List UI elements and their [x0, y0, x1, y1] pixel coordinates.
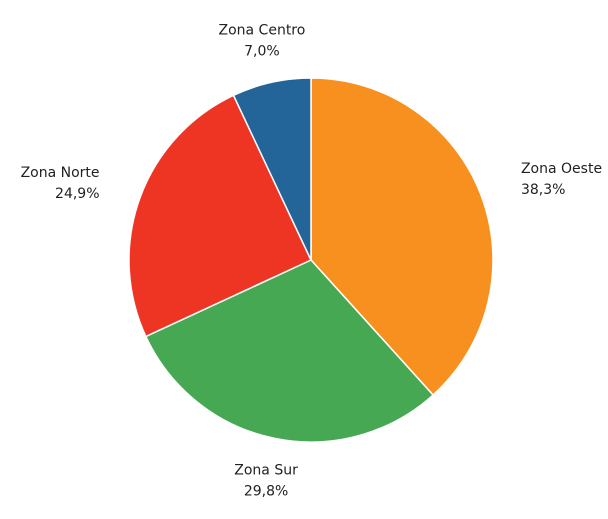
slice-label: Zona Oeste: [521, 161, 602, 177]
slice-label: Zona Sur: [234, 462, 298, 478]
slice-value-label: 38,3%: [521, 182, 565, 198]
slice-value-label: 7,0%: [244, 43, 280, 59]
pie-slice: [310, 77, 494, 397]
pie-slice: [144, 259, 435, 443]
slice-value-label: 29,8%: [244, 483, 288, 499]
pie-slice: [232, 77, 312, 261]
slice-label: Zona Norte: [21, 165, 100, 181]
slice-value-label: 24,9%: [55, 186, 99, 202]
slice-label: Zona Centro: [219, 22, 306, 38]
pie-slice: [128, 94, 312, 338]
